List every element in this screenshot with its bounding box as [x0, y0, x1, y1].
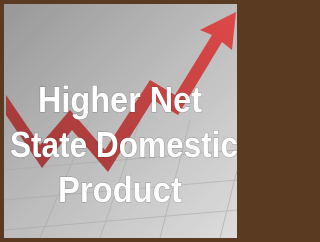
picture: Higher Net State Domestic Product	[0, 0, 241, 242]
caption-line: Product	[58, 169, 182, 210]
caption-line: State Domestic	[10, 124, 238, 165]
caption-line: Higher Net	[38, 79, 202, 120]
page: Higher Net State Domestic Product (() =>…	[0, 0, 241, 242]
